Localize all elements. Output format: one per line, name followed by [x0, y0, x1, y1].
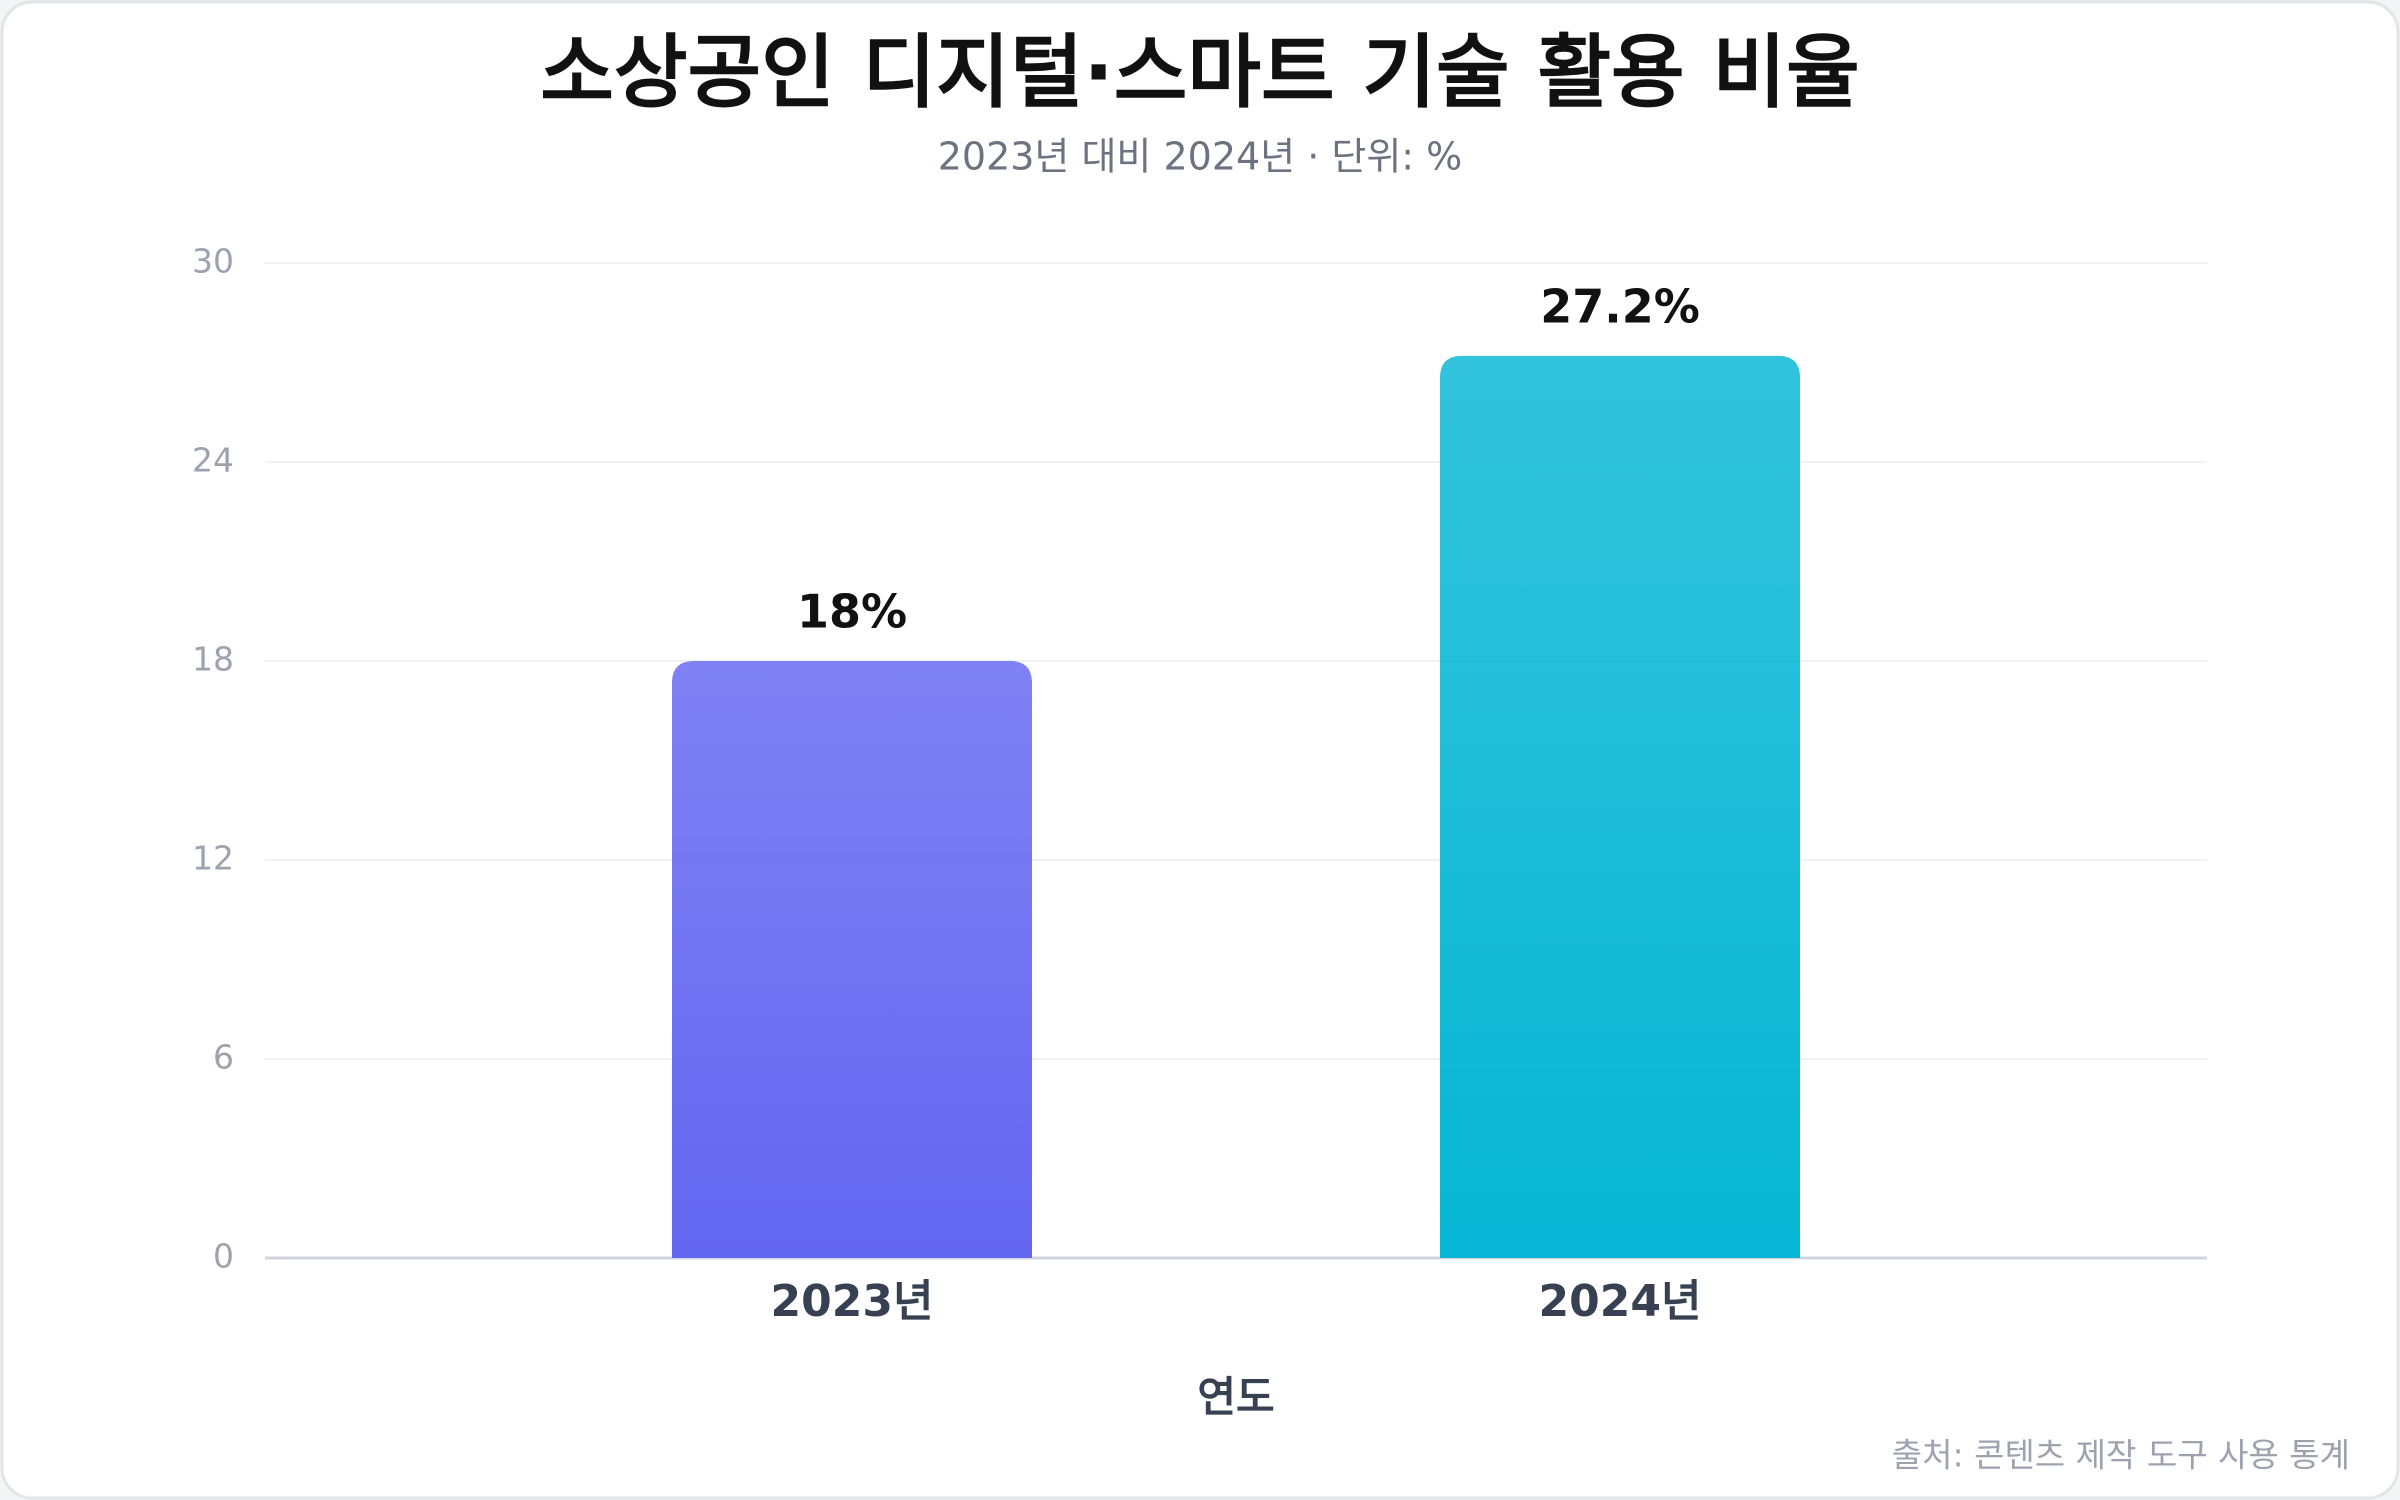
x-axis-label: 연도: [1197, 1373, 1274, 1422]
y-tick-label: 6: [213, 1038, 234, 1077]
x-tick-label: 2024년: [1539, 1276, 1702, 1327]
y-tick-label: 30: [192, 242, 234, 281]
chart-subtitle: 2023년 대비 2024년 · 단위: %: [938, 135, 1463, 179]
value-label: 18%: [797, 585, 907, 639]
bar: [672, 661, 1032, 1258]
y-tick-label: 12: [192, 839, 234, 878]
y-tick-label: 0: [213, 1237, 234, 1276]
y-tick-label: 24: [192, 441, 234, 480]
y-tick-label: 18: [192, 640, 234, 679]
source-note: 출처: 콘텐츠 제작 도구 사용 통계: [1892, 1436, 2350, 1475]
value-label: 27.2%: [1540, 279, 1700, 333]
x-tick-label: 2023년: [771, 1276, 934, 1327]
chart-title: 소상공인 디지털·스마트 기술 활용 비율: [540, 26, 1859, 119]
bar: [1440, 355, 1800, 1258]
